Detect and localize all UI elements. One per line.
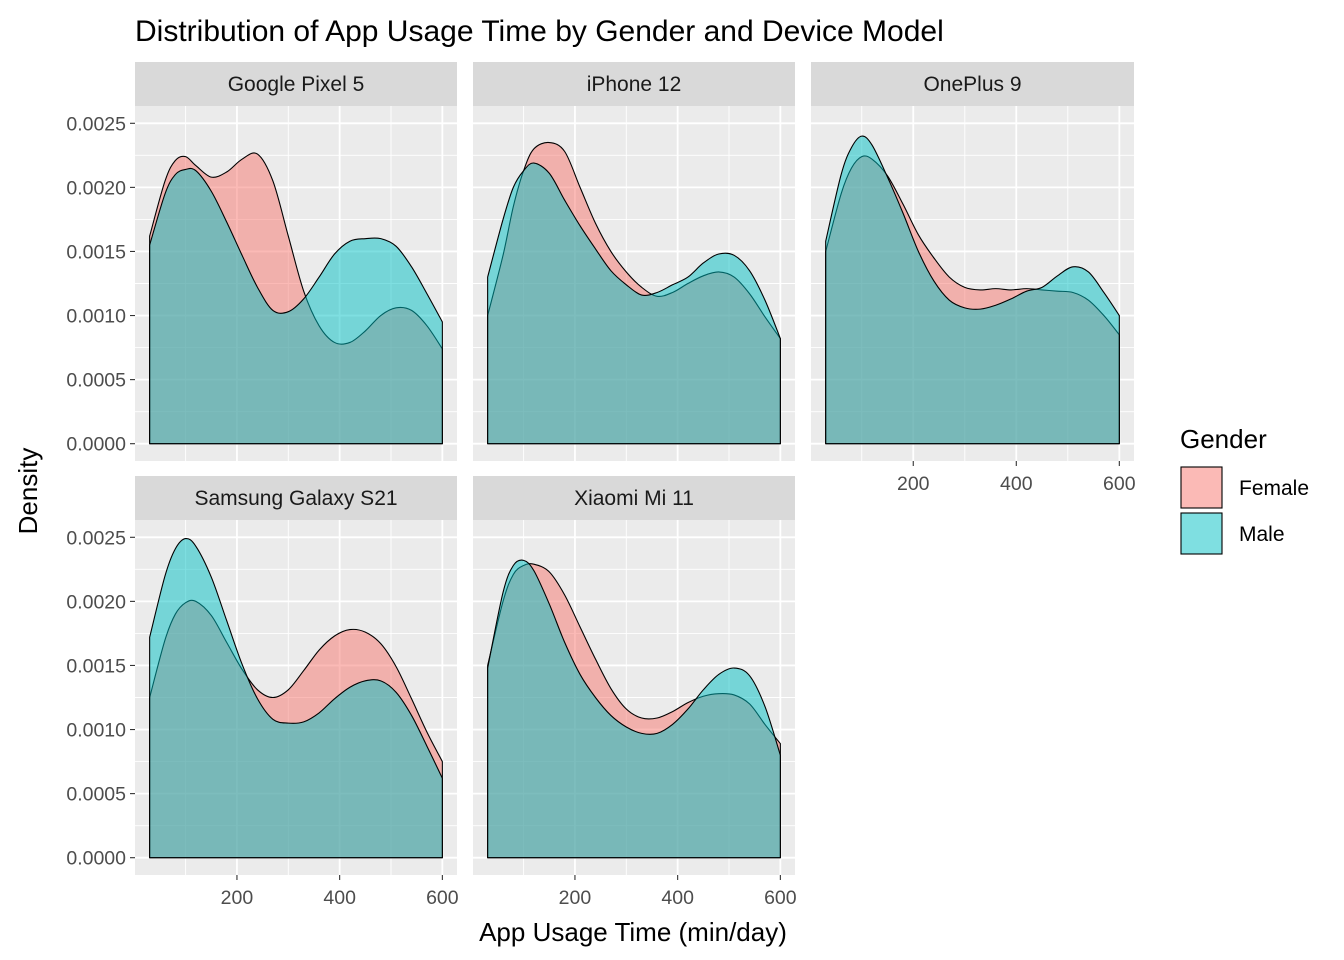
panel-google-pixel-5: Google Pixel 5 0.0000 0.0005 0.0010 0.0015 0.… [66, 62, 457, 461]
x-axis-title: App Usage Time (min/day) [479, 917, 787, 947]
y-tick-label: 0.0020 [66, 177, 126, 199]
x-tick-label: 400 [661, 887, 694, 909]
x-tick-label: 400 [1000, 473, 1033, 495]
y-tick-label: 0.0005 [66, 370, 126, 392]
y-tick-label: 0.0010 [66, 306, 126, 328]
density-area-male-iphone-12 [487, 162, 781, 445]
legend-label-male: Male [1239, 523, 1285, 546]
panel-samsung-galaxy-s21: Samsung Galaxy S21 0.0000 0.0005 0.0010 0.00… [66, 476, 459, 909]
chart-title: Distribution of App Usage Time by Gender… [135, 15, 944, 48]
x-tick-label: 200 [897, 473, 930, 495]
strip-label-google-pixel-5: Google Pixel 5 [228, 73, 365, 96]
y-tick-label: 0.0025 [66, 527, 126, 549]
density-area-male-oneplus-9 [825, 135, 1120, 445]
legend-swatch-male [1180, 512, 1223, 555]
strip-iphone-12 [473, 62, 795, 106]
strip-label-xiaomi-mi-11: Xiaomi Mi 11 [574, 487, 694, 510]
panel-oneplus-9: OnePlus 9 200 400 600 [811, 62, 1136, 495]
legend-item-male: Male [1180, 512, 1285, 555]
strip-label-samsung-galaxy-s21: Samsung Galaxy S21 [194, 487, 397, 510]
x-tick-label: 600 [426, 887, 459, 909]
y-tick-label: 0.0000 [66, 848, 126, 870]
y-tick-label: 0.0015 [66, 241, 126, 263]
legend-title: Gender [1180, 424, 1267, 454]
strip-xiaomi-mi-11 [473, 476, 795, 520]
y-tick-label: 0.0005 [66, 784, 126, 806]
legend-label-female: Female [1239, 477, 1309, 500]
y-tick-label: 0.0020 [66, 591, 126, 613]
legend: Gender Female Male [1180, 424, 1309, 555]
strip-label-oneplus-9: OnePlus 9 [923, 73, 1021, 96]
strip-google-pixel-5 [135, 62, 457, 106]
panel-iphone-12: iPhone 12 [473, 62, 795, 461]
legend-item-female: Female [1180, 466, 1309, 509]
y-tick-label: 0.0000 [66, 434, 126, 456]
y-axis-title: Density [13, 448, 43, 535]
x-tick-label: 200 [559, 887, 592, 909]
strip-oneplus-9 [811, 62, 1134, 106]
strip-samsung-galaxy-s21 [135, 476, 457, 520]
density-area-male-xiaomi-mi-11 [487, 559, 781, 859]
panel-xiaomi-mi-11: Xiaomi Mi 11 200 400 600 [473, 476, 797, 909]
y-tick-label: 0.0010 [66, 720, 126, 742]
x-tick-label: 400 [323, 887, 356, 909]
strip-label-iphone-12: iPhone 12 [587, 73, 682, 96]
legend-items: Female Male [1180, 466, 1309, 555]
facet-panels: Google Pixel 5 0.0000 0.0005 0.0010 0.0015 0.… [66, 62, 1136, 909]
y-tick-label: 0.0015 [66, 655, 126, 677]
x-tick-label: 600 [1103, 473, 1136, 495]
legend-swatch-female [1180, 466, 1223, 509]
density-area-male-google-pixel-5 [149, 167, 443, 445]
y-tick-label: 0.0025 [66, 113, 126, 135]
density-area-male-samsung-galaxy-s21 [149, 537, 443, 859]
x-tick-label: 200 [221, 887, 254, 909]
x-tick-label: 600 [764, 887, 797, 909]
